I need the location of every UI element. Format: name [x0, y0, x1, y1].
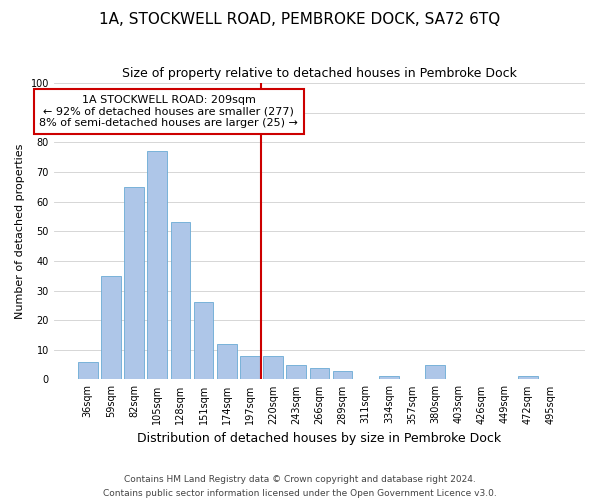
Y-axis label: Number of detached properties: Number of detached properties [15, 144, 25, 319]
Bar [333, 370, 352, 380]
Bar [310, 368, 329, 380]
Bar [425, 364, 445, 380]
Bar [217, 344, 236, 380]
Bar [148, 151, 167, 380]
Bar [78, 362, 98, 380]
Bar [170, 222, 190, 380]
Bar [263, 356, 283, 380]
Bar [194, 302, 214, 380]
Bar [518, 376, 538, 380]
X-axis label: Distribution of detached houses by size in Pembroke Dock: Distribution of detached houses by size … [137, 432, 502, 445]
Bar [124, 187, 144, 380]
Bar [101, 276, 121, 380]
Bar [379, 376, 399, 380]
Title: Size of property relative to detached houses in Pembroke Dock: Size of property relative to detached ho… [122, 68, 517, 80]
Text: Contains HM Land Registry data © Crown copyright and database right 2024.
Contai: Contains HM Land Registry data © Crown c… [103, 476, 497, 498]
Bar [240, 356, 260, 380]
Bar [286, 364, 306, 380]
Text: 1A, STOCKWELL ROAD, PEMBROKE DOCK, SA72 6TQ: 1A, STOCKWELL ROAD, PEMBROKE DOCK, SA72 … [100, 12, 500, 28]
Text: 1A STOCKWELL ROAD: 209sqm
← 92% of detached houses are smaller (277)
8% of semi-: 1A STOCKWELL ROAD: 209sqm ← 92% of detac… [40, 95, 298, 128]
